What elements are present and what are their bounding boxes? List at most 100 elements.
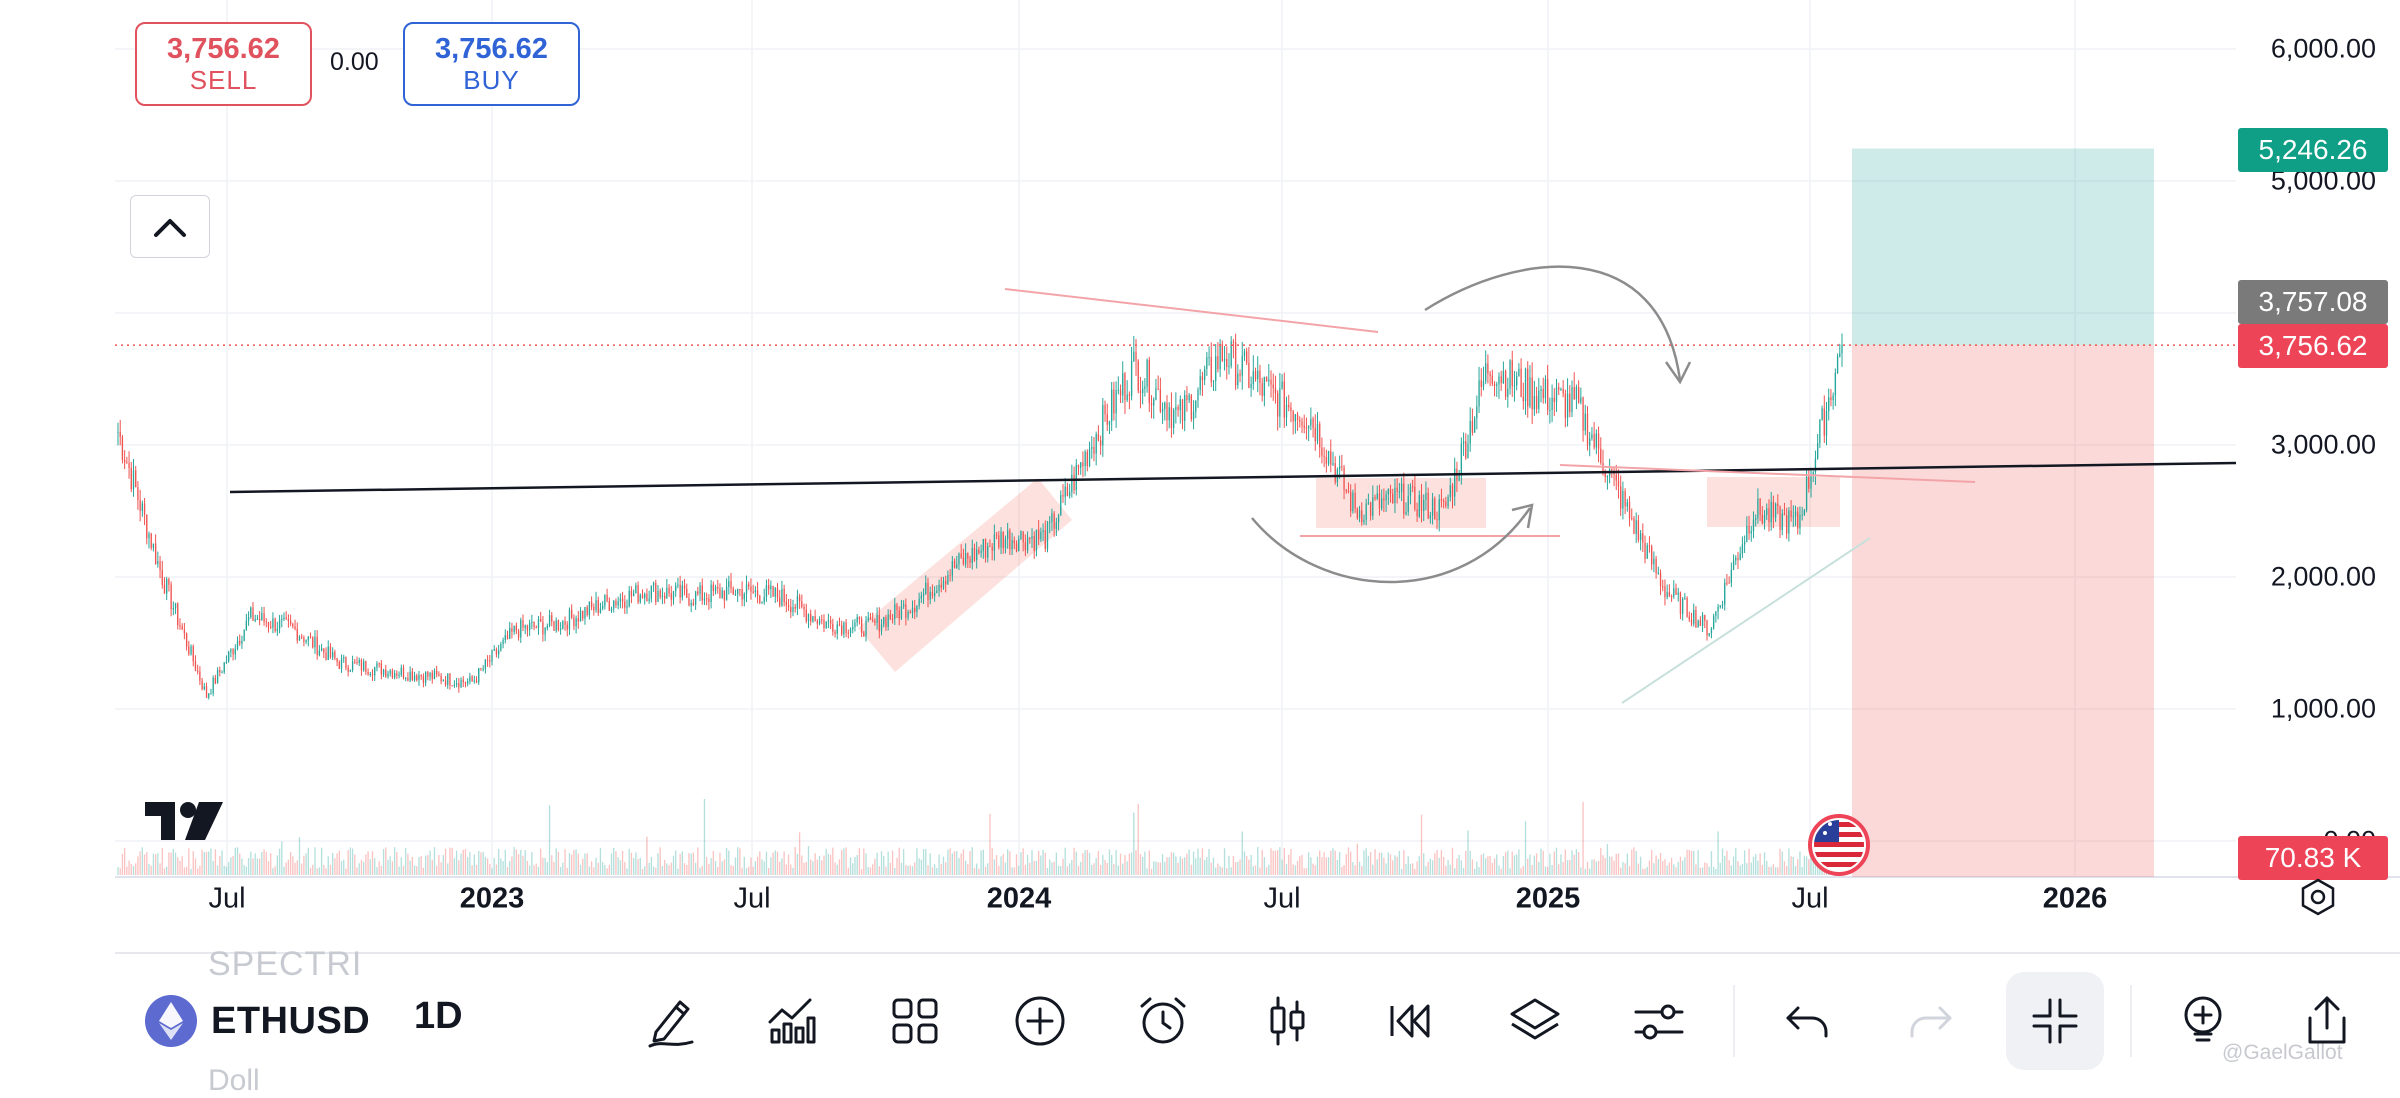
volume-bar (473, 854, 475, 875)
volume-bar (710, 858, 712, 875)
buy-label: BUY (463, 65, 520, 95)
volume-bar (1139, 854, 1142, 875)
drawing-tools-button[interactable] (622, 972, 720, 1070)
candle-body (1436, 519, 1438, 521)
collapse-panel-button[interactable] (130, 195, 210, 258)
candle-body (1642, 533, 1644, 543)
share-button[interactable] (2278, 972, 2376, 1070)
candle-body (1573, 387, 1575, 400)
volume-bar (1485, 858, 1487, 875)
candle-body (455, 683, 458, 685)
candle-body (497, 650, 500, 655)
volume-bar (1681, 860, 1684, 875)
candle-body (278, 620, 281, 630)
volume-bar (969, 851, 971, 875)
candle-body (593, 606, 595, 611)
candle-body (918, 598, 920, 606)
price-chart[interactable] (0, 0, 2400, 930)
candle-body (150, 533, 152, 548)
volume-bar (1553, 851, 1555, 875)
volume-bar (1456, 858, 1458, 875)
object-tree-button[interactable] (1486, 972, 1584, 1070)
volume-bar (761, 859, 763, 875)
candle-body (449, 673, 451, 686)
volume-bar (1084, 850, 1086, 875)
chart-settings-button[interactable] (1610, 972, 1708, 1070)
replay-button[interactable] (1362, 972, 1460, 1070)
candle-body (949, 574, 951, 576)
symbol-selector[interactable]: ETHUSD (145, 995, 370, 1047)
chart-type-button[interactable] (1238, 972, 1336, 1070)
add-button[interactable] (991, 972, 1089, 1070)
layouts-button[interactable] (866, 972, 964, 1070)
candle-body (1597, 433, 1600, 449)
volume-bar (1690, 850, 1693, 875)
volume-bar (511, 856, 513, 875)
volume-bar (1172, 852, 1175, 875)
volume-bar (1343, 865, 1345, 875)
volume-bar (1288, 854, 1290, 875)
volume-bar (179, 860, 181, 875)
volume-bar (309, 867, 312, 875)
volume-bar (617, 857, 619, 875)
candle-body (1611, 469, 1613, 472)
volume-bar (314, 847, 316, 875)
indicators-button[interactable] (742, 972, 840, 1070)
spread-value: 0.00 (330, 48, 379, 76)
candle-body (1230, 341, 1232, 367)
candle-body (1566, 393, 1569, 418)
volume-bar (708, 863, 710, 875)
volume-bar (914, 862, 916, 875)
buy-button[interactable]: 3,756.62 BUY (403, 22, 580, 106)
volume-bar (615, 851, 617, 875)
sell-button[interactable]: 3,756.62 SELL (135, 22, 312, 106)
candle-body (1130, 360, 1133, 396)
candle-body (1261, 383, 1263, 396)
candle-body (143, 503, 146, 515)
author-watermark: @GaelGallot (2222, 1041, 2343, 1064)
volume-bar (391, 861, 394, 875)
candle-body (460, 679, 462, 688)
undo-button[interactable] (1758, 972, 1856, 1070)
candle-body (1113, 389, 1115, 414)
publish-idea-button[interactable] (2154, 972, 2252, 1070)
volume-bar (1268, 864, 1270, 875)
candle-body (1511, 360, 1513, 387)
volume-bar (491, 868, 493, 875)
exit-fullscreen-button[interactable] (2006, 972, 2104, 1070)
volume-bar (610, 853, 613, 875)
volume-bar (1270, 848, 1272, 875)
redo-button[interactable] (1882, 972, 1980, 1070)
chart-area[interactable] (0, 0, 2400, 930)
candle-body (931, 591, 934, 597)
interval-selector[interactable]: 1D (414, 995, 463, 1037)
volume-bar (409, 860, 411, 875)
volume-bar (767, 867, 770, 875)
candle-body (1000, 531, 1002, 548)
volume-bar (823, 855, 825, 875)
volume-bar (351, 848, 354, 875)
candle-body (1206, 357, 1208, 369)
us-flag-icon[interactable] (1808, 814, 1870, 876)
alert-button[interactable] (1114, 972, 1212, 1070)
volume-bar (694, 862, 697, 875)
candle-body (630, 590, 633, 597)
volume-bar (686, 864, 688, 875)
chart-settings-icon[interactable] (2298, 877, 2338, 917)
candle-body (823, 619, 825, 629)
volume-bar (197, 868, 199, 875)
volume-bar (1350, 851, 1352, 875)
candle-body (1808, 476, 1810, 489)
candle-body (967, 553, 969, 559)
candle-body (1522, 396, 1524, 402)
candle-body (911, 607, 914, 614)
candle-body (1383, 498, 1385, 501)
volume-bar (1502, 856, 1505, 875)
current-price-badge: 3,756.62 (2238, 324, 2388, 368)
buy-price: 3,756.62 (435, 33, 548, 65)
candle-body (1314, 427, 1316, 442)
candle-body (1168, 407, 1170, 421)
candle-body (876, 614, 878, 623)
volume-bar (1186, 853, 1188, 875)
volume-bar (389, 856, 391, 875)
